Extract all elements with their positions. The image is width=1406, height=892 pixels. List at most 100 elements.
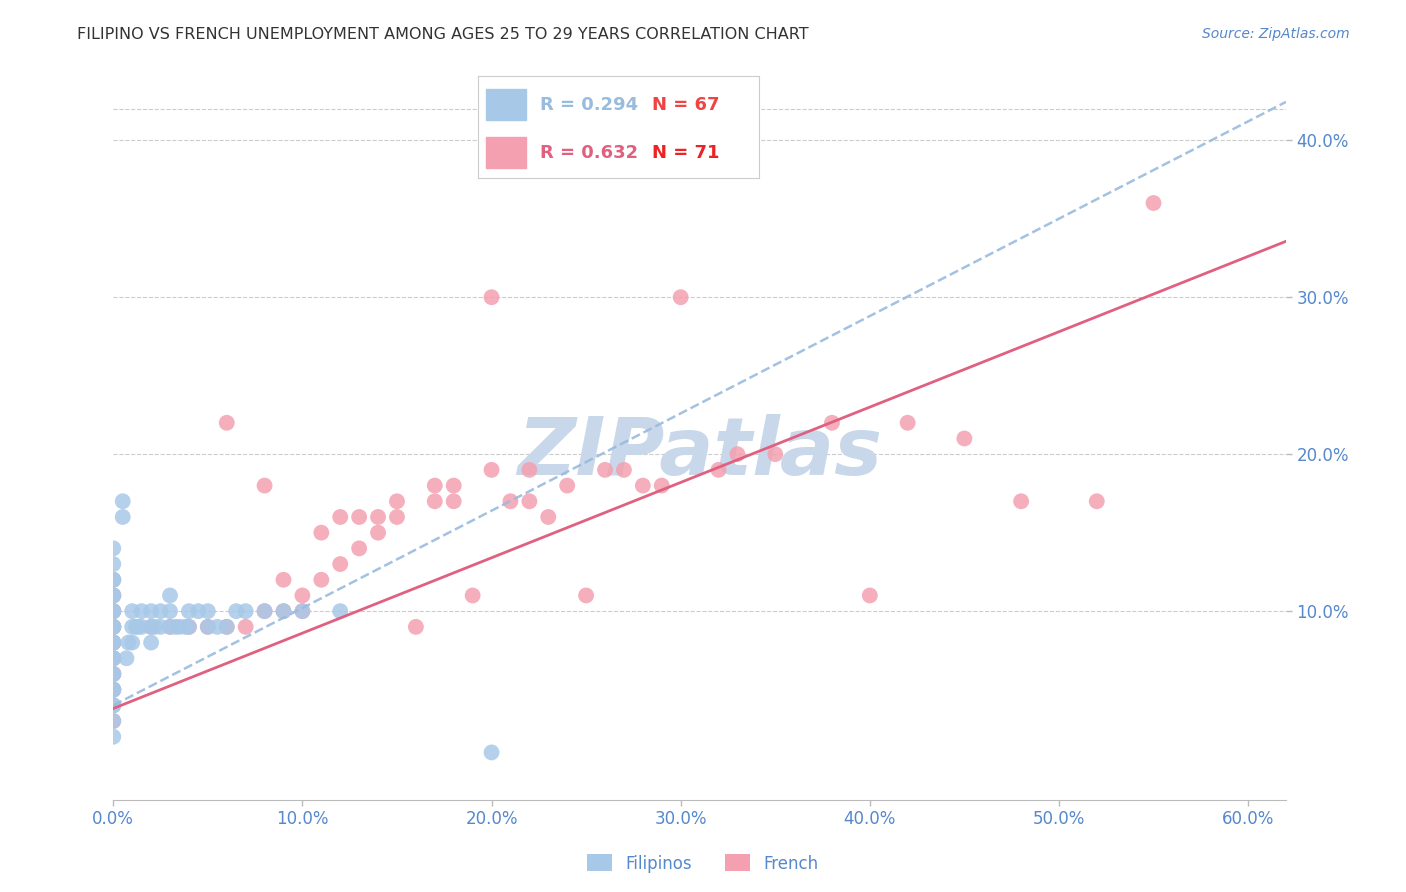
Point (103, 604, 125, 618)
Point (1085, 494, 1108, 508)
Point (111, 510, 134, 524)
Point (103, 620, 125, 634)
Text: FILIPINO VS FRENCH UNEMPLOYMENT AMONG AGES 25 TO 29 YEARS CORRELATION CHART: FILIPINO VS FRENCH UNEMPLOYMENT AMONG AG… (77, 27, 808, 42)
Point (103, 682, 125, 697)
Point (273, 604, 295, 618)
Point (103, 714, 125, 728)
Point (159, 620, 181, 634)
Point (121, 620, 143, 634)
Point (103, 682, 125, 697)
Point (311, 525, 333, 540)
Text: Source: ZipAtlas.com: Source: ZipAtlas.com (1202, 27, 1350, 41)
Point (481, 290, 503, 304)
Point (103, 620, 125, 634)
Point (897, 416, 920, 430)
Point (103, 620, 125, 634)
Point (481, 746, 503, 760)
Point (291, 589, 314, 603)
Point (111, 494, 134, 508)
Point (253, 478, 276, 492)
Point (519, 463, 541, 477)
Point (139, 620, 162, 634)
FancyBboxPatch shape (486, 137, 526, 168)
Point (103, 604, 125, 618)
Point (139, 635, 162, 649)
Point (197, 604, 219, 618)
Point (103, 667, 125, 681)
Point (121, 604, 143, 618)
Point (537, 510, 560, 524)
Point (103, 635, 125, 649)
Point (235, 604, 257, 618)
Point (669, 290, 692, 304)
Point (311, 573, 333, 587)
Point (103, 635, 125, 649)
Point (235, 620, 257, 634)
Point (187, 604, 209, 618)
Legend: Filipinos, French: Filipinos, French (581, 847, 825, 880)
Point (103, 651, 125, 665)
Point (367, 510, 389, 524)
Point (555, 478, 578, 492)
Point (159, 620, 181, 634)
Point (103, 667, 125, 681)
Point (159, 589, 181, 603)
Point (103, 667, 125, 681)
Point (347, 510, 370, 524)
Point (131, 620, 153, 634)
Point (103, 682, 125, 697)
Point (329, 557, 352, 571)
Point (169, 620, 191, 634)
Point (215, 620, 238, 634)
Point (121, 635, 143, 649)
Point (159, 604, 181, 618)
Point (329, 604, 352, 618)
Point (103, 667, 125, 681)
Point (273, 604, 295, 618)
Point (405, 620, 427, 634)
Point (347, 541, 370, 556)
Point (131, 604, 153, 618)
Point (125, 620, 148, 634)
Point (103, 651, 125, 665)
Point (103, 573, 125, 587)
Point (461, 589, 484, 603)
Point (291, 604, 314, 618)
Point (103, 651, 125, 665)
Point (253, 604, 276, 618)
Point (207, 620, 229, 634)
Point (385, 510, 408, 524)
Point (225, 604, 247, 618)
Point (197, 620, 219, 634)
Point (103, 682, 125, 697)
Point (177, 604, 200, 618)
Point (103, 620, 125, 634)
Text: ZIPatlas: ZIPatlas (517, 414, 882, 491)
Point (367, 525, 389, 540)
Point (103, 589, 125, 603)
Point (127, 620, 149, 634)
Point (103, 541, 125, 556)
Point (103, 620, 125, 634)
Point (115, 651, 138, 665)
Point (423, 478, 446, 492)
Point (103, 589, 125, 603)
Text: N = 71: N = 71 (652, 144, 720, 161)
Point (443, 494, 465, 508)
Point (291, 604, 314, 618)
Point (143, 620, 166, 634)
Point (139, 620, 162, 634)
Point (651, 478, 673, 492)
Point (103, 698, 125, 713)
Point (215, 416, 238, 430)
Point (103, 589, 125, 603)
Point (103, 698, 125, 713)
Point (385, 494, 408, 508)
Point (103, 604, 125, 618)
Point (174, 620, 197, 634)
Point (103, 714, 125, 728)
Point (117, 635, 139, 649)
Point (103, 573, 125, 587)
Point (103, 635, 125, 649)
Point (177, 620, 200, 634)
